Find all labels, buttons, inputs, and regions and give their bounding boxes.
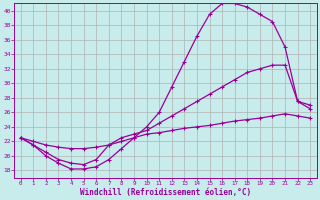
X-axis label: Windchill (Refroidissement éolien,°C): Windchill (Refroidissement éolien,°C) <box>80 188 251 197</box>
